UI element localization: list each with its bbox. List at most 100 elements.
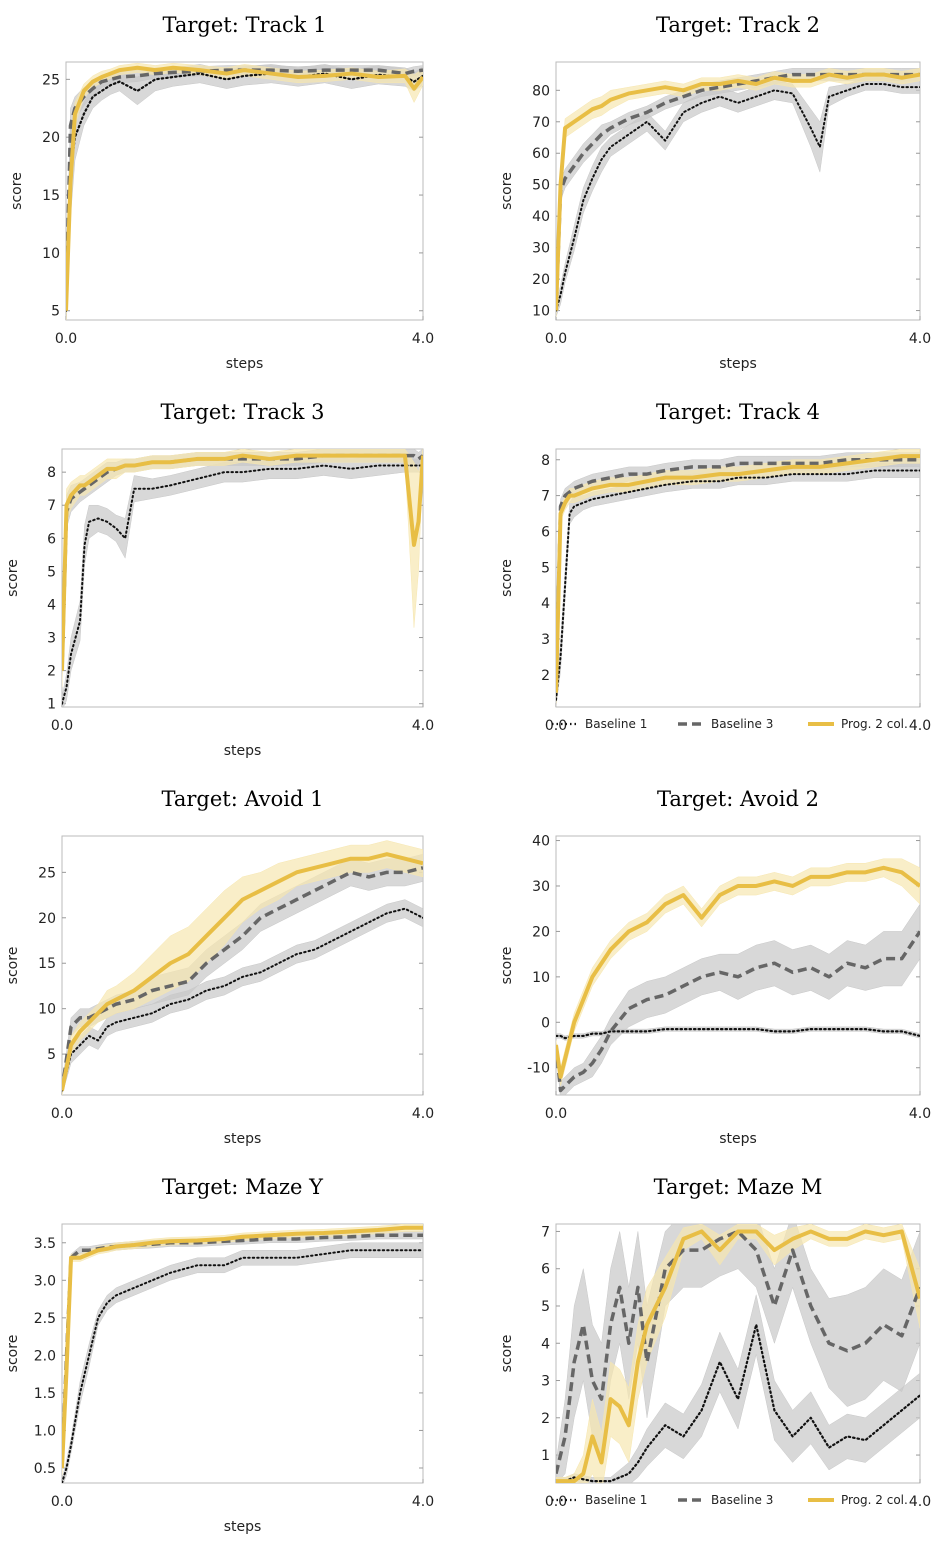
y-tick-label: 3	[541, 632, 550, 648]
plot-frame	[65, 61, 424, 321]
y-tick-label: 5	[47, 1047, 56, 1063]
chart-panel-7: Target: Maze Y 0.5 1.0 1.5 2.0 2.5 3.0 3.5 0.0 4.…	[5, 1175, 434, 1535]
series-line-dotted	[62, 907, 423, 1092]
series-line-dotted	[62, 464, 423, 705]
y-axis-label: score	[5, 1335, 21, 1373]
legend-label: Prog. 2 col.	[841, 717, 908, 731]
x-tick-label: 0.0	[51, 1106, 73, 1122]
series-line-dashed	[62, 1233, 423, 1469]
series-line-dotted	[556, 469, 920, 701]
x-axis-label: steps	[224, 1131, 262, 1147]
x-axis-label: steps	[226, 356, 264, 372]
y-tick-label: 7	[541, 489, 550, 505]
y-tick-label: 1	[47, 697, 56, 713]
plot-area	[62, 1224, 423, 1483]
legend-item-2: Baseline 3	[678, 717, 773, 731]
series-line-solid	[62, 852, 423, 1091]
y-tick-label: 2.0	[34, 1348, 56, 1364]
series-band-dashed	[66, 65, 423, 320]
chart-panel-2: Target: Track 2 10 20 30 40 50 60 70 80 0.0 4.0 ste…	[499, 13, 931, 372]
legend-item-1: Baseline 1	[552, 717, 647, 731]
series-line-dashed	[556, 458, 920, 693]
y-tick-label: 1.5	[34, 1386, 56, 1402]
x-tick-label: 0.0	[51, 1494, 73, 1510]
plot-area	[556, 1224, 920, 1483]
plot-frame	[61, 835, 424, 1096]
y-tick-label: 2	[541, 668, 550, 684]
series-band-dashed	[62, 1231, 423, 1476]
chart-title: Target: Avoid 1	[161, 787, 323, 811]
y-tick-label: 70	[532, 115, 550, 131]
series-line-solid	[62, 453, 423, 671]
x-tick-label: 4.0	[909, 1494, 931, 1510]
series-line-dotted	[556, 83, 920, 312]
y-tick-label: 25	[38, 865, 56, 881]
y-tick-label: 5	[47, 564, 56, 580]
plot-area	[62, 449, 423, 707]
series-line-dotted	[66, 72, 423, 312]
y-tick-label: 30	[532, 241, 550, 257]
plot-area	[62, 840, 423, 1095]
y-tick-label: 3	[47, 631, 56, 647]
y-axis-label: score	[499, 559, 515, 597]
chart-title: Target: Maze Y	[162, 1175, 324, 1199]
x-tick-label: 4.0	[412, 1494, 434, 1510]
y-tick-label: 2	[47, 664, 56, 680]
y-axis-label: score	[499, 947, 515, 985]
y-tick-label: 20	[42, 130, 60, 146]
y-axis-label: score	[5, 559, 21, 597]
series-line-solid	[556, 1229, 920, 1483]
series-band-dotted	[66, 64, 423, 320]
x-tick-label: 4.0	[909, 718, 931, 734]
y-tick-label: 7	[541, 1224, 550, 1240]
y-tick-label: 15	[38, 956, 56, 972]
chart-panel-3: Target: Track 3 1 2 3 4 5 6 7 8 0.0 4.0 steps score	[5, 400, 434, 759]
series-band-dotted	[556, 1294, 920, 1483]
legend-item-2: Baseline 3	[678, 1493, 773, 1507]
y-tick-label: 6	[541, 1262, 550, 1278]
x-tick-label: 0.0	[545, 718, 567, 734]
x-tick-label: 0.0	[51, 718, 73, 734]
series-line-dashed	[556, 72, 920, 311]
series-band-dashed	[556, 68, 920, 317]
plot-frame	[61, 448, 424, 708]
y-tick-label: 3.0	[34, 1273, 56, 1289]
x-tick-label: 4.0	[909, 331, 931, 347]
y-tick-label: 20	[532, 272, 550, 288]
series-band-solid	[556, 68, 920, 317]
series-band-dotted	[556, 463, 920, 707]
legend-label: Prog. 2 col.	[841, 1493, 908, 1507]
y-tick-label: 20	[38, 911, 56, 927]
series-band-dashed	[556, 903, 920, 1095]
y-tick-label: 8	[47, 465, 56, 481]
chart-title: Target: Track 2	[656, 13, 820, 37]
series-line-dotted	[556, 1028, 920, 1040]
series-line-dashed	[62, 866, 423, 1091]
plot-area	[556, 858, 920, 1095]
series-line-dashed	[66, 68, 423, 311]
chart-panel-5: Target: Avoid 1 5 10 15 20 25 0.0 4.0 steps score	[5, 787, 434, 1147]
chart-title: Target: Track 3	[160, 400, 324, 424]
x-tick-label: 4.0	[909, 1106, 931, 1122]
x-tick-label: 0.0	[545, 1494, 567, 1510]
x-tick-label: 4.0	[412, 718, 434, 734]
x-tick-label: 4.0	[412, 331, 434, 347]
y-tick-label: 7	[47, 498, 56, 514]
plot-area	[556, 449, 920, 707]
x-tick-label: 0.0	[545, 1106, 567, 1122]
legend-item-3: Prog. 2 col.	[808, 1493, 908, 1507]
y-tick-label: -10	[527, 1061, 550, 1077]
y-tick-label: 10	[42, 246, 60, 262]
series-band-solid	[66, 62, 423, 320]
y-tick-label: 10	[532, 970, 550, 986]
series-line-dotted	[556, 1323, 920, 1483]
legend-label: Baseline 1	[585, 717, 647, 731]
plot-area	[66, 62, 423, 320]
y-axis-label: score	[499, 1335, 515, 1373]
y-tick-label: 20	[532, 924, 550, 940]
x-tick-label: 0.0	[55, 331, 77, 347]
y-tick-label: 10	[532, 304, 550, 320]
chart-title: Target: Maze M	[654, 1175, 823, 1199]
y-tick-label: 8	[541, 453, 550, 469]
